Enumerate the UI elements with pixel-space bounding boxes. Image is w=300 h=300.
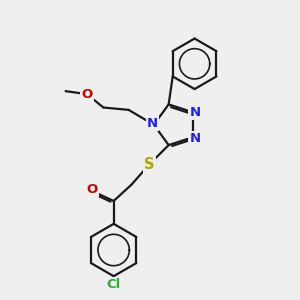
Text: S: S <box>144 157 154 172</box>
Text: Cl: Cl <box>106 278 121 291</box>
Text: N: N <box>189 132 200 145</box>
Text: O: O <box>86 183 98 196</box>
Text: O: O <box>81 88 93 100</box>
Text: N: N <box>147 117 158 130</box>
Text: N: N <box>189 106 200 119</box>
